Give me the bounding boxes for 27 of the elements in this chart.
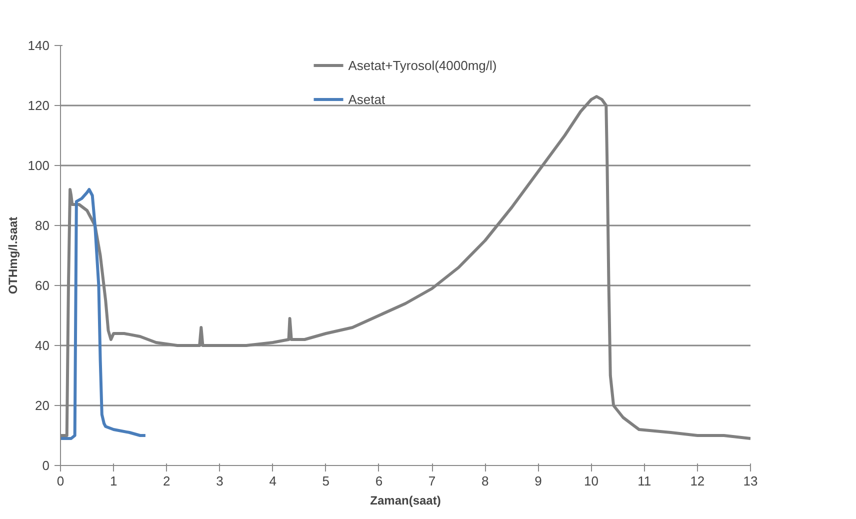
x-tick-label: 8 xyxy=(482,474,489,488)
x-tick-label: 6 xyxy=(375,474,383,488)
y-tick-label: 40 xyxy=(35,338,50,353)
x-tick-label: 7 xyxy=(428,474,436,488)
y-tick-label: 60 xyxy=(35,278,50,293)
y-tick-label: 100 xyxy=(28,158,50,173)
x-tick-label: 5 xyxy=(322,474,330,488)
x-tick-label: 0 xyxy=(56,474,64,488)
x-tick-label: 3 xyxy=(216,474,224,488)
line-series xyxy=(60,188,147,440)
y-tick-label: 120 xyxy=(28,98,50,113)
x-axis-title: Zaman(saat) xyxy=(370,494,441,508)
x-tick-label: 2 xyxy=(163,474,170,488)
x-tick-label: 10 xyxy=(584,474,599,488)
x-tick-label: 11 xyxy=(638,474,652,488)
legend-label: Asetat xyxy=(348,92,386,106)
y-axis-title: OTHmg/l.saat xyxy=(6,216,20,294)
x-tick-label: 4 xyxy=(269,474,276,488)
x-tick-label: 9 xyxy=(534,474,542,488)
y-tick-label: 140 xyxy=(28,38,50,53)
x-tick-label: 1 xyxy=(110,474,118,488)
y-tick-label: 80 xyxy=(35,218,50,233)
x-tick-label: 12 xyxy=(690,474,705,488)
y-tick-label: 0 xyxy=(42,458,50,473)
legend-label: Asetat+Tyrosol(4000mg/l) xyxy=(348,58,497,72)
x-tick-label: 13 xyxy=(743,474,758,488)
y-tick-label: 20 xyxy=(35,398,50,413)
